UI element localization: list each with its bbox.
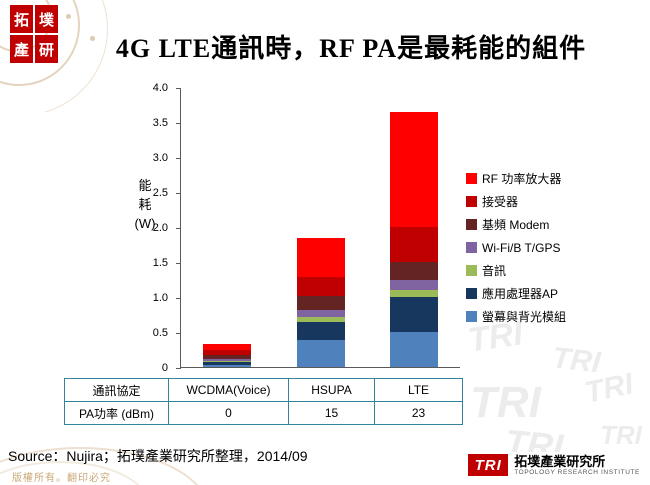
table-cell: 15 xyxy=(288,401,375,425)
copyright-note: 版權所有。翻印必究 xyxy=(12,473,111,484)
y-axis-title-line: 能 xyxy=(138,178,152,193)
y-tick-mark xyxy=(176,88,181,89)
logo-char: 拓 xyxy=(10,5,33,33)
bar-segment xyxy=(203,343,251,351)
y-tick-label: 1.5 xyxy=(152,257,168,269)
y-tick-label: 3.0 xyxy=(152,152,168,164)
y-tick-mark xyxy=(176,368,181,369)
y-tick-label: 0 xyxy=(161,362,168,374)
table-cell: 0 xyxy=(168,401,289,425)
legend-item: 基頻 Modem xyxy=(466,213,566,236)
footer-logo-text: 拓墣產業研究所 TOPOLOGY RESEARCH INSTITUTE xyxy=(514,453,640,476)
legend-item: 接受器 xyxy=(466,190,566,213)
y-tick-label: 1.0 xyxy=(152,292,168,304)
y-axis-title-line: 耗 xyxy=(138,197,152,212)
chart-legend: RF 功率放大器 接受器基頻 Modem Wi-Fi/B T/GPS 音訊應用處理器A… xyxy=(466,167,566,328)
legend-label: 基頻 Modem xyxy=(482,218,550,232)
bar-segment xyxy=(297,310,345,318)
stacked-bar-HSUPA xyxy=(297,237,345,367)
logo-char: 產 xyxy=(10,35,33,63)
bar-segment xyxy=(203,355,251,359)
bar-segment xyxy=(203,364,251,367)
bar-segment xyxy=(390,262,438,280)
y-tick-mark xyxy=(176,333,181,334)
footer-company-name: 拓墣產業研究所 xyxy=(514,453,606,469)
y-tick-label: 3.5 xyxy=(152,117,168,129)
legend-item: Wi-Fi/B T/GPS xyxy=(466,236,566,259)
table-row: PA功率 (dBm) 0 15 23 xyxy=(64,401,463,425)
legend-item: RF 功率放大器 xyxy=(466,167,566,190)
bar-segment xyxy=(297,321,345,341)
y-tick-mark xyxy=(176,193,181,194)
bar-segment xyxy=(390,332,438,367)
tri-watermark: TRI xyxy=(550,341,602,380)
tri-footer-icon: TRI xyxy=(468,454,509,476)
tri-watermark: TRI xyxy=(581,367,637,410)
y-tick-label: 0.5 xyxy=(152,327,168,339)
source-note: Source：Nujira；拓璞產業研究所整理，2014/09 xyxy=(8,448,308,464)
legend-item: 應用處理器AP xyxy=(466,282,566,305)
bar-segment xyxy=(203,362,251,365)
table-row: 通訊協定 WCDMA(Voice) HSUPA LTE xyxy=(64,378,463,402)
legend-label: Wi-Fi/B T/GPS xyxy=(482,240,561,255)
bar-segment xyxy=(203,360,251,363)
legend-label: 螢幕與背光模組 xyxy=(482,310,567,324)
table-cell: WCDMA(Voice) xyxy=(168,378,289,402)
bar-segment xyxy=(297,317,345,322)
tri-watermark: TRI xyxy=(600,420,642,450)
legend-swatch xyxy=(466,311,477,322)
legend-swatch xyxy=(466,242,477,253)
legend-label: 音訊 xyxy=(482,264,507,278)
stacked-bar-LTE xyxy=(390,111,438,367)
footer-company-subtitle: TOPOLOGY RESEARCH INSTITUTE xyxy=(514,468,640,476)
table-cell: HSUPA xyxy=(288,378,375,402)
tri-watermark: TRI xyxy=(470,378,541,427)
y-tick-mark xyxy=(176,123,181,124)
y-tick-mark xyxy=(176,263,181,264)
y-tick-label: 2.0 xyxy=(152,222,168,234)
bar-segment xyxy=(203,350,251,356)
legend-swatch xyxy=(466,196,477,207)
footer-logo: TRI 拓墣產業研究所 TOPOLOGY RESEARCH INSTITUTE xyxy=(464,452,644,478)
bar-segment xyxy=(390,111,438,227)
stacked-bar-WCDMA(Voice) xyxy=(203,343,251,367)
legend-label: RF 功率放大器 xyxy=(482,172,562,186)
y-tick-mark xyxy=(176,228,181,229)
page-title: 4G LTE通訊時，RF PA是最耗能的組件 xyxy=(115,34,587,63)
legend-item: 螢幕與背光模組 xyxy=(466,305,566,328)
legend-swatch xyxy=(466,288,477,299)
plot-area xyxy=(176,88,460,369)
bar-segment xyxy=(390,227,438,262)
bar-segment xyxy=(390,290,438,297)
logo-char: 研 xyxy=(35,35,58,63)
legend-label: 接受器 xyxy=(482,195,519,209)
bar-segment xyxy=(297,276,345,297)
bar-segment xyxy=(297,296,345,311)
legend-item: 音訊 xyxy=(466,259,566,282)
y-tick-label: 4.0 xyxy=(152,82,168,94)
data-table: 通訊協定 WCDMA(Voice) HSUPA LTE PA功率 (dBm) 0 15 23 xyxy=(64,378,463,425)
y-tick-mark xyxy=(176,298,181,299)
bar-segment xyxy=(390,297,438,332)
tri-seal-logo: 拓 墣 產 研 xyxy=(10,5,58,63)
bar-segment xyxy=(297,340,345,367)
y-axis-ticks: 4.0 3.5 3.0 2.5 2.0 1.5 1.0 0.5 0 xyxy=(140,82,174,374)
table-cell: 23 xyxy=(374,401,463,425)
y-tick-label: 2.5 xyxy=(152,187,168,199)
legend-swatch xyxy=(466,173,477,184)
y-axis-title: 能 耗 (W) xyxy=(131,176,159,233)
row-header-cell: 通訊協定 xyxy=(64,378,169,402)
legend-swatch xyxy=(466,265,477,276)
legend-swatch xyxy=(466,219,477,230)
logo-char: 墣 xyxy=(35,5,58,33)
bar-segment xyxy=(203,358,251,361)
y-axis-title-line: (W) xyxy=(134,216,156,231)
table-cell: LTE xyxy=(374,378,463,402)
y-tick-mark xyxy=(176,158,181,159)
row-header-cell: PA功率 (dBm) xyxy=(64,401,169,425)
bar-segment xyxy=(297,237,345,277)
bar-segment xyxy=(390,279,438,290)
legend-label: 應用處理器AP xyxy=(482,287,559,301)
